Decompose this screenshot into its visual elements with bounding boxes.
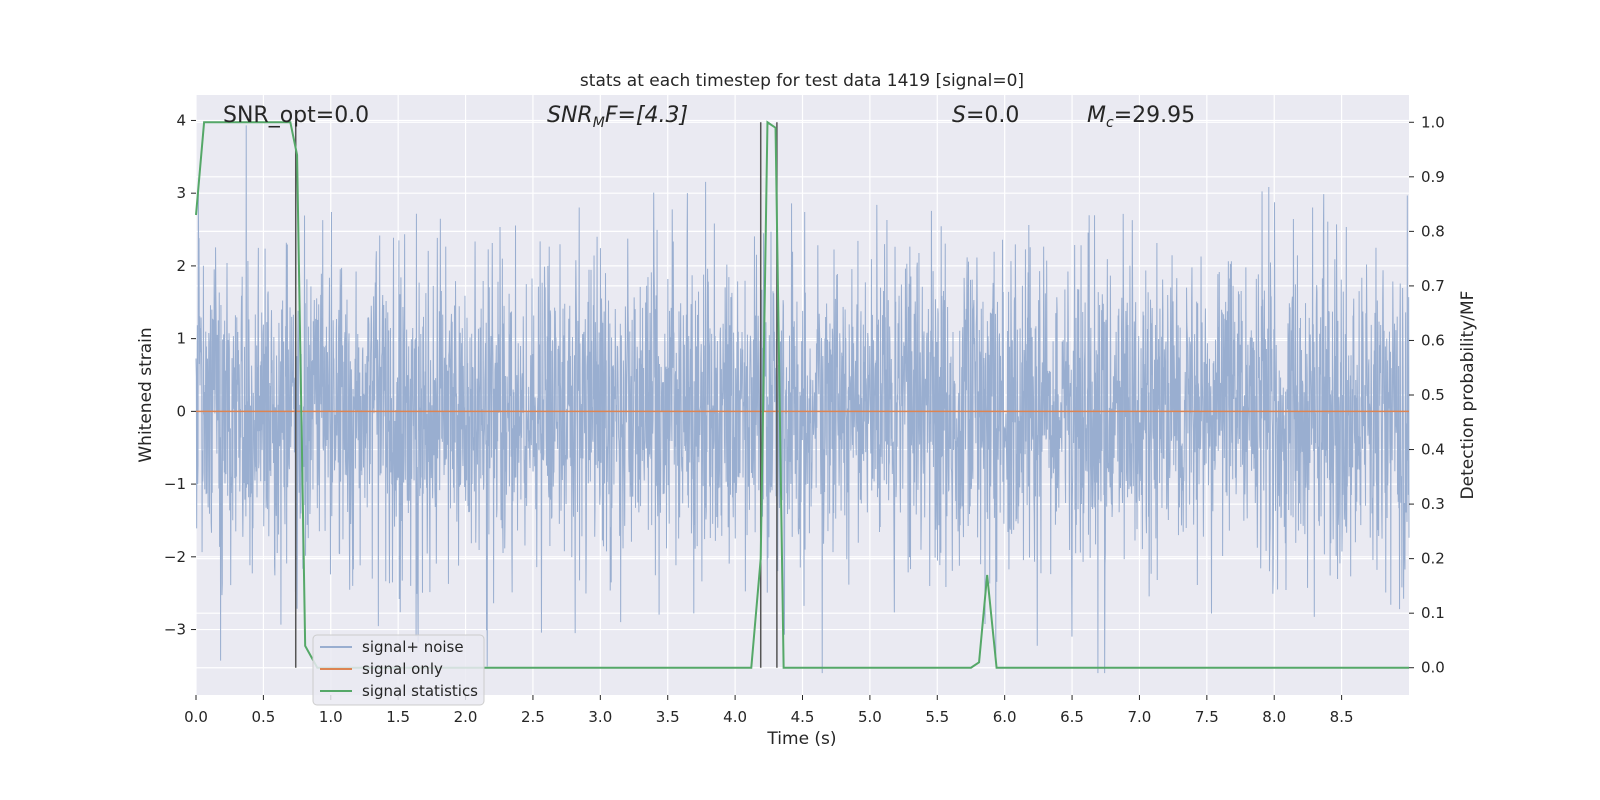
noise-line (195, 125, 1410, 674)
series-signal-statistics (195, 120, 1409, 669)
x-tick-label: 8.0 (1262, 708, 1286, 726)
x-tick-label: 5.5 (925, 708, 949, 726)
legend-label-signal-statistics: signal statistics (362, 682, 478, 700)
x-axis-ticks: 0.0 0.5 1.0 1.5 2.0 2.5 3.0 3.5 4.0 4.5 5.0 5.5 6.0 6… (184, 695, 1354, 726)
x-tick-label: 2.0 (454, 708, 478, 726)
x-tick-label: 3.5 (656, 708, 680, 726)
y-tick-label: 1 (176, 330, 186, 348)
chart-title: stats at each timestep for test data 141… (580, 71, 1024, 91)
y2-tick-label: 0.6 (1421, 331, 1445, 349)
statistics-line (195, 120, 1409, 669)
y-tick-label: 0 (176, 402, 186, 420)
y-tick-label: 3 (176, 184, 186, 202)
x-tick-label: 0.0 (184, 708, 208, 726)
mc-sub: c (1106, 115, 1114, 131)
x-tick-label: 6.0 (993, 708, 1017, 726)
y2-tick-label: 0.1 (1421, 604, 1445, 622)
y2-tick-label: 0.3 (1421, 495, 1445, 513)
y-tick-label: −1 (164, 475, 186, 493)
y2-tick-label: 0.8 (1421, 222, 1445, 240)
annotation-snr-mf: SNRMF=[4.3] (547, 103, 688, 131)
y2-tick-label: 0.5 (1421, 386, 1445, 404)
annotation-snr-opt: SNR_opt=0.0 (223, 103, 369, 128)
x-tick-label: 8.5 (1330, 708, 1354, 726)
y2-tick-label: 0.4 (1421, 441, 1445, 459)
x-tick-label: 6.5 (1060, 708, 1084, 726)
x-tick-label: 2.5 (521, 708, 545, 726)
x-tick-label: 1.5 (386, 708, 410, 726)
x-tick-label: 7.5 (1195, 708, 1219, 726)
y2-tick-label: 0.2 (1421, 550, 1445, 568)
y2-tick-label: 0.0 (1421, 659, 1445, 677)
x-tick-label: 1.0 (319, 708, 343, 726)
series-signal-noise (195, 125, 1410, 674)
y2-axis-label: Detection probability/MF (1458, 291, 1478, 500)
y2-axis-ticks: 0.0 0.1 0.2 0.3 0.4 0.5 0.6 0.7 0.8 0.9 1.0 (1409, 113, 1445, 677)
legend: signal+ noise signal only signal statist… (312, 634, 485, 706)
x-tick-label: 4.0 (723, 708, 747, 726)
x-axis-label: Time (s) (766, 729, 836, 749)
annotation-s: S=0.0 (952, 103, 1019, 128)
y2-tick-label: 0.7 (1421, 277, 1445, 295)
mc-prefix: M (1087, 103, 1106, 128)
y-tick-label: −2 (164, 548, 186, 566)
legend-box (312, 634, 485, 706)
snr-mf-prefix: SNR (547, 103, 593, 128)
s-prefix: S (952, 103, 966, 128)
x-tick-label: 5.0 (858, 708, 882, 726)
y-tick-label: 4 (176, 111, 186, 129)
s-value: =0.0 (966, 103, 1019, 128)
y-tick-label: −3 (164, 621, 186, 639)
x-tick-label: 7.0 (1128, 708, 1152, 726)
y-axis-ticks: −3 −2 −1 0 1 2 3 4 (164, 111, 196, 639)
y-axis-label: Whitened strain (136, 327, 156, 462)
y2-tick-label: 1.0 (1421, 113, 1445, 131)
y-tick-label: 2 (176, 257, 186, 275)
annotation-mc: Mc=29.95 (1087, 103, 1195, 131)
snr-mf-sub: M (593, 115, 605, 131)
x-tick-label: 0.5 (251, 708, 275, 726)
y2-tick-label: 0.9 (1421, 168, 1445, 186)
legend-label-signal-noise: signal+ noise (362, 638, 464, 656)
mc-value: =29.95 (1114, 103, 1195, 128)
legend-label-signal-only: signal only (362, 660, 443, 678)
x-tick-label: 3.0 (588, 708, 612, 726)
x-tick-label: 4.5 (791, 708, 815, 726)
snr-mf-suffix: F=[4.3] (605, 103, 688, 128)
